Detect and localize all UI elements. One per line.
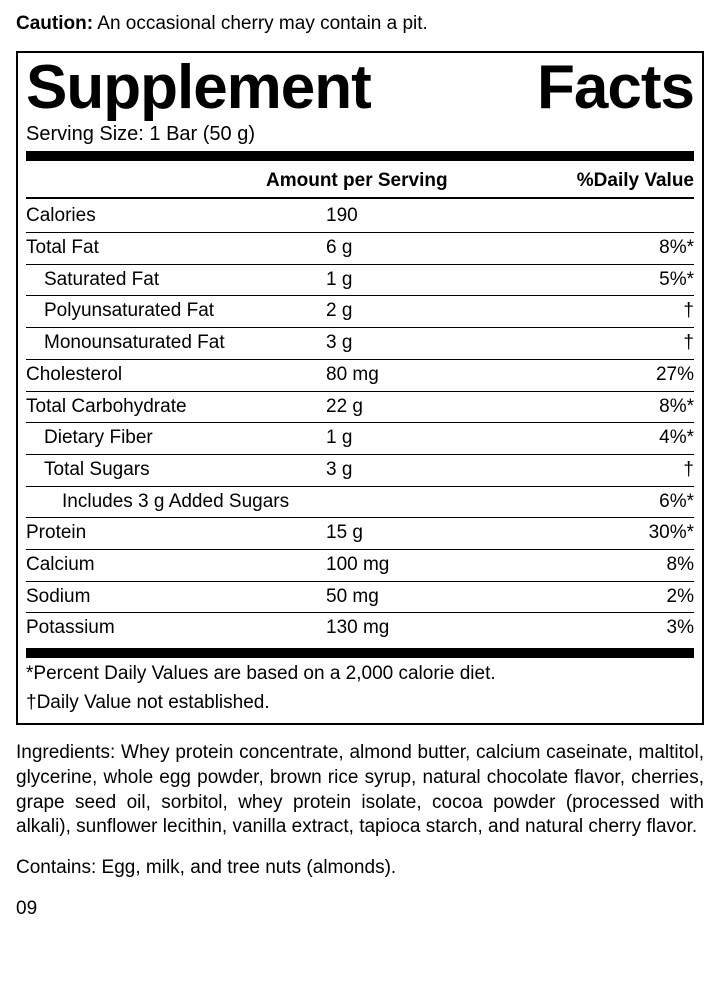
nutrient-name: Total Fat xyxy=(26,236,326,261)
nutrient-name: Monounsaturated Fat xyxy=(26,331,326,356)
panel-title: Supplement Facts xyxy=(26,57,694,119)
ingredients-text: Ingredients: Whey protein concentrate, a… xyxy=(16,741,704,840)
title-word-1: Supplement xyxy=(26,57,371,119)
supplement-facts-panel: Supplement Facts Serving Size: 1 Bar (50… xyxy=(16,51,704,726)
nutrient-amount: 130 mg xyxy=(326,616,584,641)
nutrient-row: Calories190 xyxy=(26,201,694,233)
nutrient-dv: † xyxy=(584,299,694,324)
nutrient-amount: 1 g xyxy=(326,268,584,293)
nutrient-amount: 190 xyxy=(326,204,584,229)
caution-line: Caution: An occasional cherry may contai… xyxy=(16,12,704,37)
nutrient-name: Includes 3 g Added Sugars xyxy=(26,490,326,515)
caution-label: Caution: xyxy=(16,13,93,34)
nutrient-dv: 8%* xyxy=(584,236,694,261)
nutrient-amount xyxy=(326,490,584,515)
thick-rule-top xyxy=(26,151,694,161)
nutrient-row: Protein15 g30%* xyxy=(26,518,694,550)
nutrient-amount: 3 g xyxy=(326,458,584,483)
header-dv: %Daily Value xyxy=(544,169,694,194)
nutrient-dv: 30%* xyxy=(584,521,694,546)
nutrient-amount: 100 mg xyxy=(326,553,584,578)
nutrient-dv: 5%* xyxy=(584,268,694,293)
nutrient-name: Polyunsaturated Fat xyxy=(26,299,326,324)
nutrient-dv: 6%* xyxy=(584,490,694,515)
nutrient-dv: † xyxy=(584,458,694,483)
nutrient-rows: Calories190Total Fat6 g8%*Saturated Fat1… xyxy=(26,201,694,644)
nutrient-name: Calcium xyxy=(26,553,326,578)
nutrient-name: Protein xyxy=(26,521,326,546)
footnote-1: *Percent Daily Values are based on a 2,0… xyxy=(26,660,694,689)
nutrient-dv: 8%* xyxy=(584,395,694,420)
nutrient-name: Total Carbohydrate xyxy=(26,395,326,420)
nutrient-amount: 50 mg xyxy=(326,585,584,610)
nutrient-amount: 6 g xyxy=(326,236,584,261)
nutrient-dv: 2% xyxy=(584,585,694,610)
title-word-2: Facts xyxy=(537,57,694,119)
nutrient-name: Total Sugars xyxy=(26,458,326,483)
nutrient-name: Saturated Fat xyxy=(26,268,326,293)
nutrient-row: Monounsaturated Fat3 g† xyxy=(26,328,694,360)
nutrient-name: Calories xyxy=(26,204,326,229)
nutrient-row: Potassium130 mg3% xyxy=(26,613,694,644)
nutrient-name: Sodium xyxy=(26,585,326,610)
thick-rule-bottom xyxy=(26,648,694,658)
nutrient-amount: 1 g xyxy=(326,426,584,451)
nutrient-row: Total Carbohydrate22 g8%* xyxy=(26,392,694,424)
nutrient-row: Calcium100 mg8% xyxy=(26,550,694,582)
nutrient-row: Total Fat6 g8%* xyxy=(26,233,694,265)
nutrient-row: Saturated Fat1 g5%* xyxy=(26,265,694,297)
nutrient-row: Total Sugars3 g† xyxy=(26,455,694,487)
nutrient-amount: 3 g xyxy=(326,331,584,356)
nutrient-dv: 8% xyxy=(584,553,694,578)
nutrient-amount: 2 g xyxy=(326,299,584,324)
nutrient-dv xyxy=(584,204,694,229)
column-headers: Amount per Serving %Daily Value xyxy=(26,169,694,200)
nutrient-row: Includes 3 g Added Sugars 6%* xyxy=(26,487,694,519)
nutrient-row: Cholesterol80 mg27% xyxy=(26,360,694,392)
footnote-2: †Daily Value not established. xyxy=(26,689,694,718)
contains-text: Contains: Egg, milk, and tree nuts (almo… xyxy=(16,856,704,881)
code-text: 09 xyxy=(16,897,704,922)
nutrient-name: Cholesterol xyxy=(26,363,326,388)
header-amount: Amount per Serving xyxy=(246,169,544,194)
nutrient-dv: † xyxy=(584,331,694,356)
nutrient-row: Polyunsaturated Fat2 g† xyxy=(26,296,694,328)
nutrient-row: Sodium50 mg2% xyxy=(26,582,694,614)
nutrient-dv: 4%* xyxy=(584,426,694,451)
nutrient-amount: 22 g xyxy=(326,395,584,420)
caution-text: An occasional cherry may contain a pit. xyxy=(97,13,428,34)
nutrient-row: Dietary Fiber1 g4%* xyxy=(26,423,694,455)
nutrient-name: Potassium xyxy=(26,616,326,641)
nutrient-amount: 15 g xyxy=(326,521,584,546)
nutrient-dv: 3% xyxy=(584,616,694,641)
nutrient-name: Dietary Fiber xyxy=(26,426,326,451)
nutrient-dv: 27% xyxy=(584,363,694,388)
nutrient-amount: 80 mg xyxy=(326,363,584,388)
serving-size: Serving Size: 1 Bar (50 g) xyxy=(26,121,694,147)
